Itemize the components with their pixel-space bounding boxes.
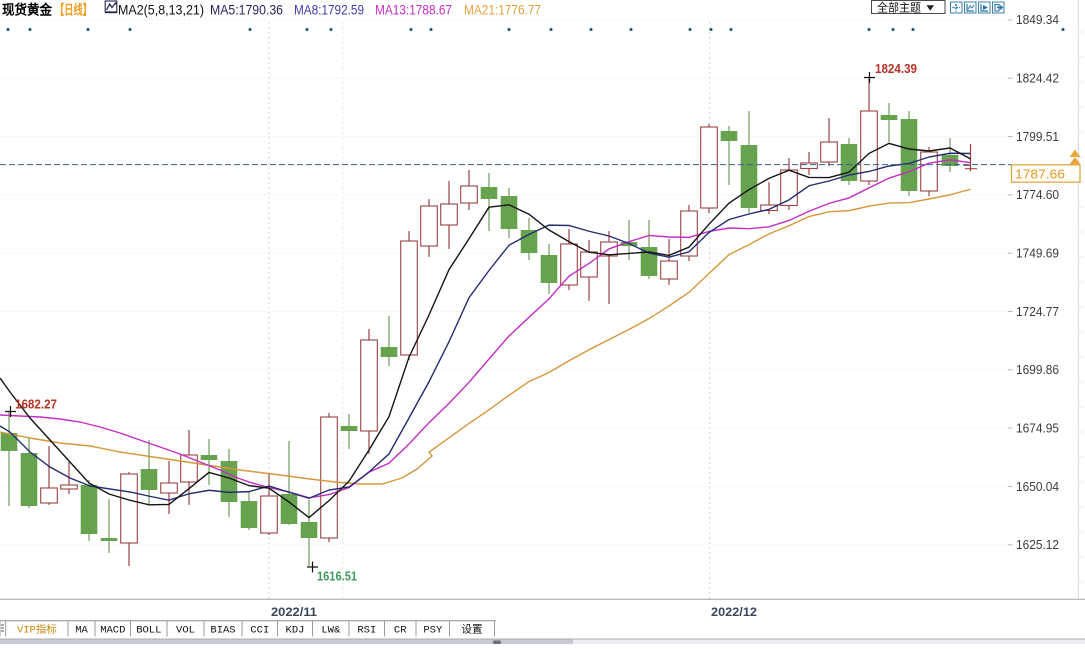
svg-text:现货黄金: 现货黄金 bbox=[2, 2, 52, 18]
svg-text:MACD: MACD bbox=[100, 625, 125, 637]
svg-text:VOL: VOL bbox=[176, 625, 195, 637]
svg-text:CCI: CCI bbox=[250, 625, 269, 637]
svg-text:1724.77: 1724.77 bbox=[1016, 305, 1059, 319]
svg-text:MA13:1788.67: MA13:1788.67 bbox=[375, 3, 452, 18]
svg-text:全部主题: 全部主题 bbox=[877, 0, 921, 14]
svg-text:1625.12: 1625.12 bbox=[1016, 538, 1059, 552]
svg-text:1682.27: 1682.27 bbox=[15, 398, 57, 412]
svg-text:CR: CR bbox=[394, 625, 407, 637]
svg-text:【日线】: 【日线】 bbox=[55, 2, 92, 18]
svg-text:MA: MA bbox=[75, 625, 88, 637]
svg-text:1674.95: 1674.95 bbox=[1016, 421, 1059, 435]
svg-text:1650.04: 1650.04 bbox=[1016, 480, 1059, 494]
svg-text:1749.69: 1749.69 bbox=[1016, 247, 1059, 261]
svg-text:VIP指标: VIP指标 bbox=[17, 623, 57, 637]
svg-text:1616.51: 1616.51 bbox=[317, 570, 357, 584]
svg-text:MA5:1790.36: MA5:1790.36 bbox=[210, 3, 283, 18]
svg-text:RSI: RSI bbox=[357, 625, 376, 637]
svg-text:LW&: LW& bbox=[321, 625, 341, 637]
svg-text:PSY: PSY bbox=[423, 625, 443, 637]
svg-text:设置: 设置 bbox=[462, 624, 483, 637]
svg-text:1699.86: 1699.86 bbox=[1016, 363, 1059, 377]
svg-text:1849.34: 1849.34 bbox=[1016, 13, 1059, 27]
svg-text:KDJ: KDJ bbox=[286, 625, 305, 637]
svg-text:2022/12: 2022/12 bbox=[711, 605, 757, 619]
svg-text:1799.51: 1799.51 bbox=[1016, 130, 1059, 144]
svg-text:1824.39: 1824.39 bbox=[875, 62, 917, 76]
svg-text:BIAS: BIAS bbox=[210, 625, 235, 637]
svg-text:2022/11: 2022/11 bbox=[271, 605, 317, 619]
svg-text:1787.66: 1787.66 bbox=[1015, 166, 1065, 181]
svg-text:1824.42: 1824.42 bbox=[1016, 72, 1059, 86]
svg-text:MA21:1776.77: MA21:1776.77 bbox=[464, 3, 541, 18]
svg-text:MA2(5,8,13,21): MA2(5,8,13,21) bbox=[118, 3, 204, 18]
svg-text:MA8:1792.59: MA8:1792.59 bbox=[294, 3, 364, 18]
svg-text:1774.60: 1774.60 bbox=[1016, 188, 1059, 202]
svg-text:BOLL: BOLL bbox=[136, 625, 161, 637]
